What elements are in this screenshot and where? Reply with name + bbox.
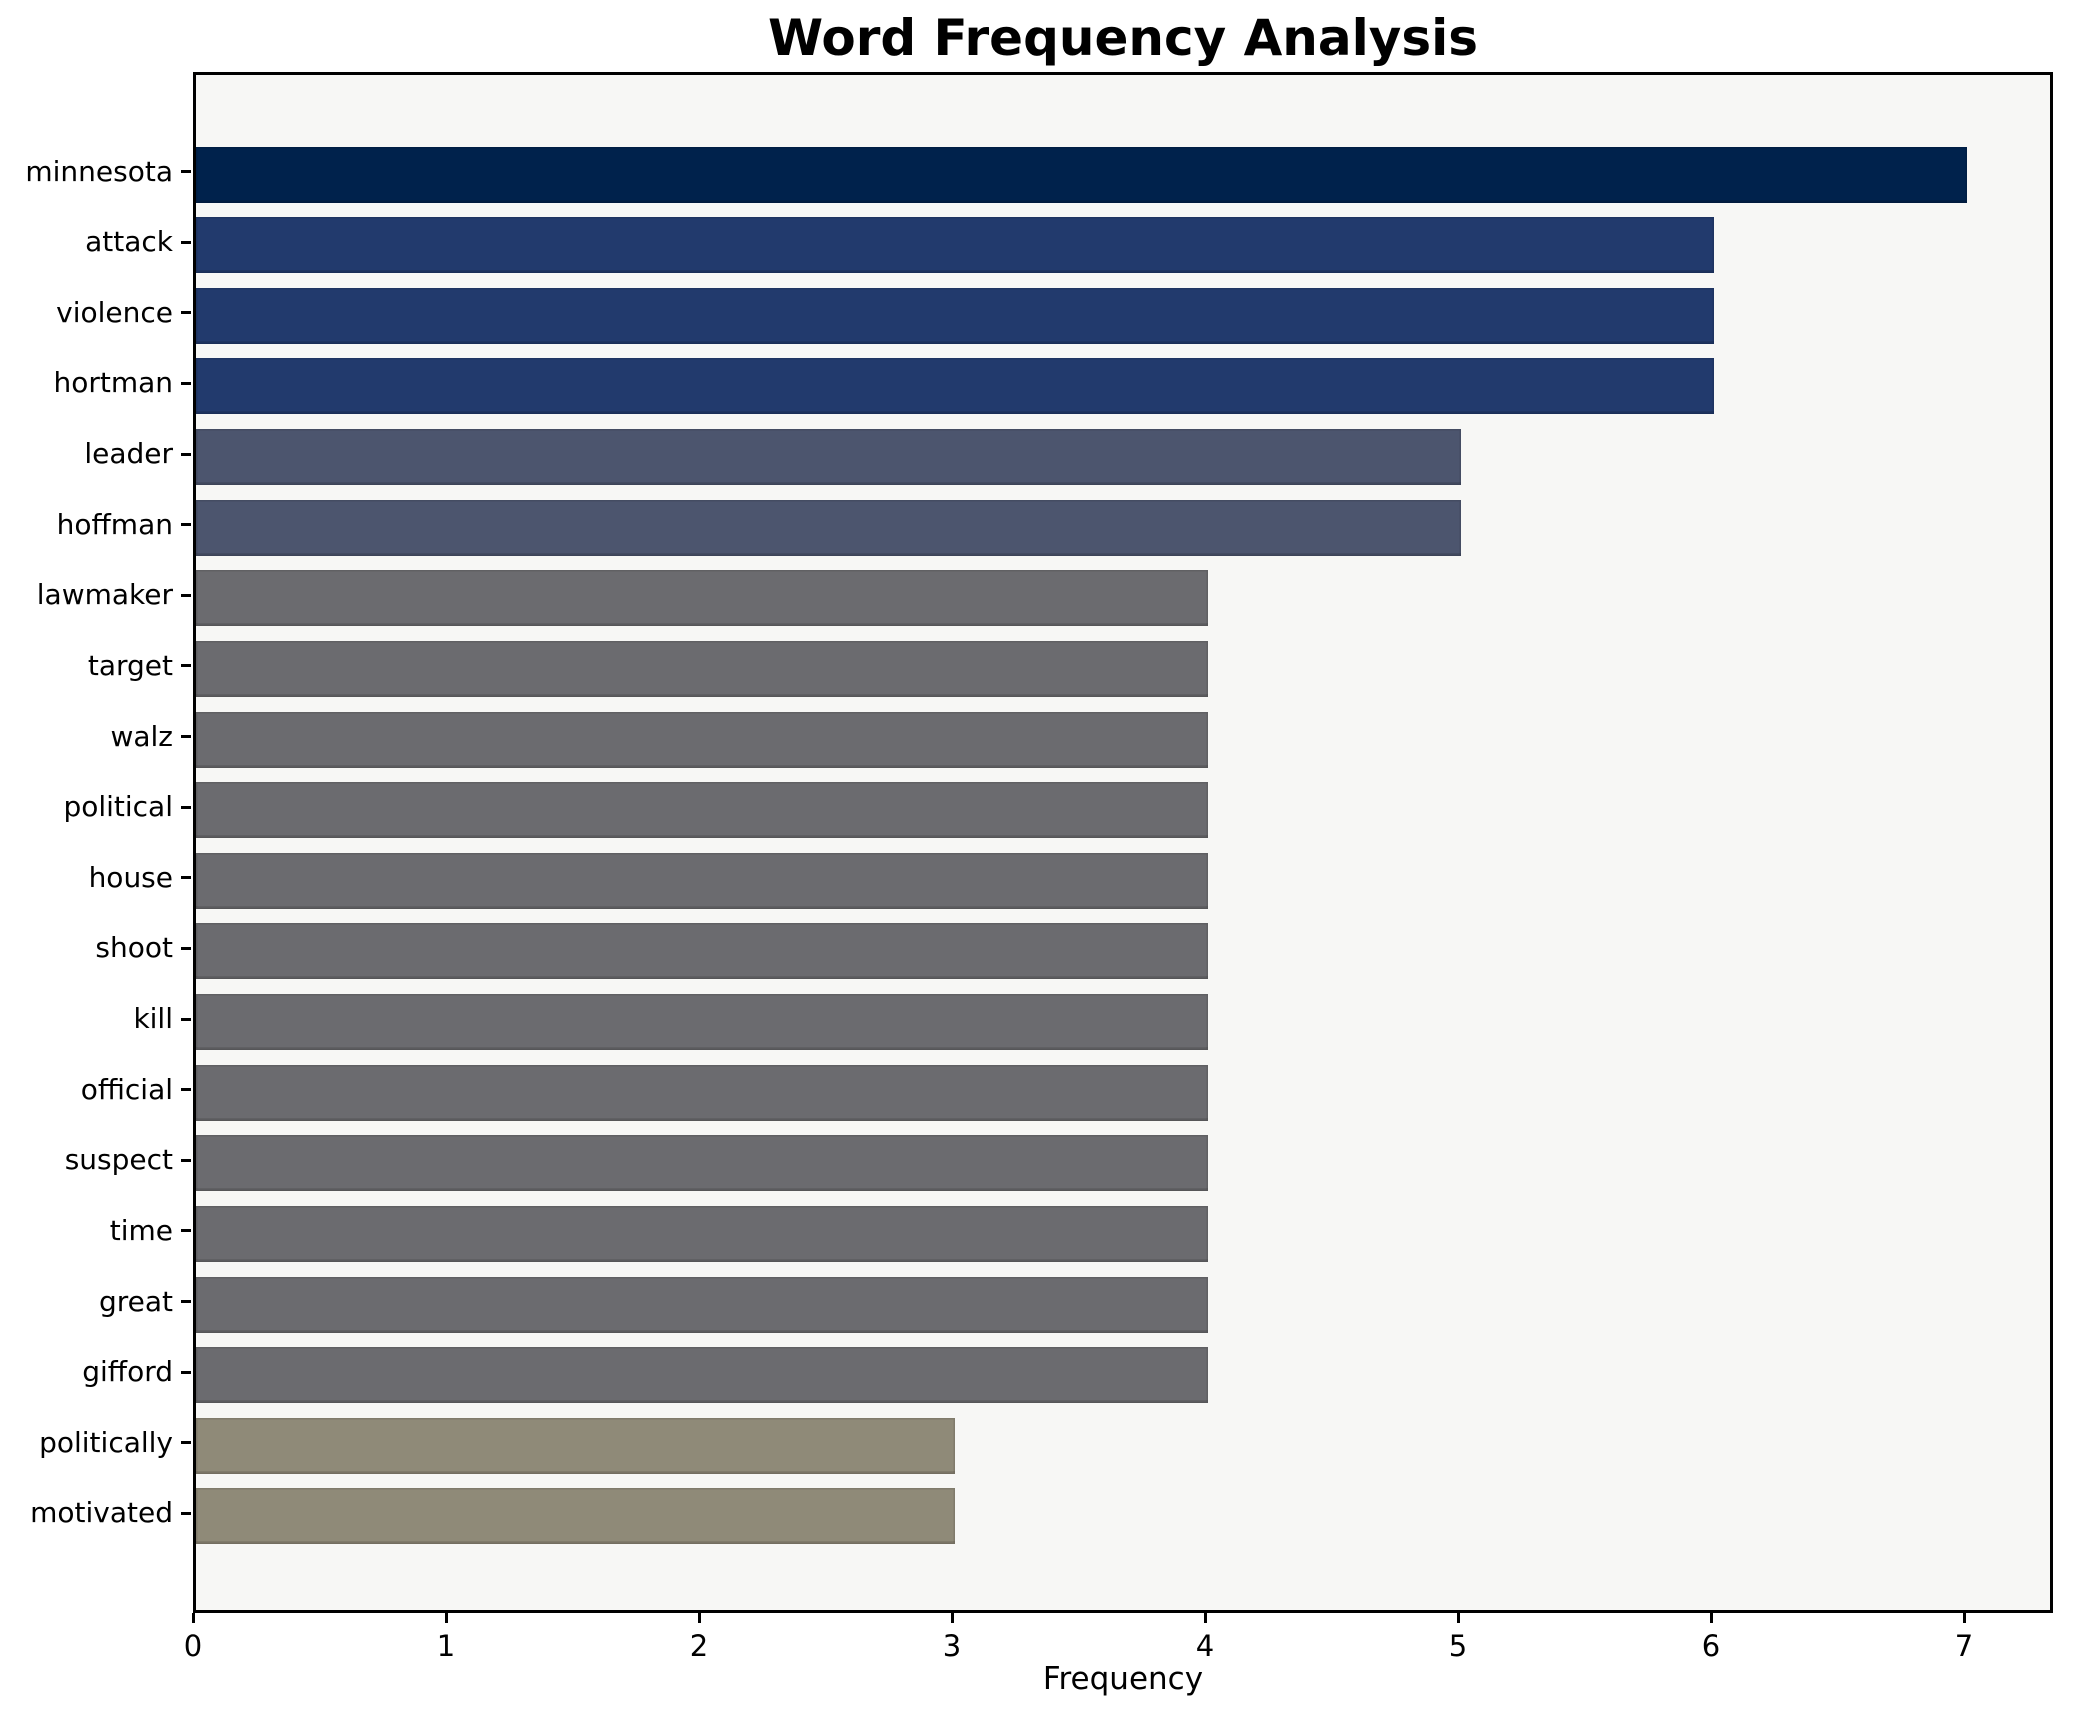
bar-kill [196, 994, 1208, 1050]
y-tick-official [181, 1088, 191, 1091]
chart-title: Word Frequency Analysis [767, 9, 1479, 67]
x-tick-label-5: 5 [1448, 1629, 1468, 1663]
bar-hortman [196, 358, 1714, 414]
y-tick-suspect [181, 1159, 191, 1162]
y-tick-label-violence: violence [56, 296, 173, 329]
y-tick-motivated [181, 1512, 191, 1515]
x-tick-label-4: 4 [1195, 1629, 1215, 1663]
bar-great [196, 1277, 1208, 1333]
bar-time [196, 1206, 1208, 1262]
y-tick-time [181, 1229, 191, 1232]
bar-walz [196, 712, 1208, 768]
bar-official [196, 1065, 1208, 1121]
bar-shoot [196, 923, 1208, 979]
y-tick-minnesota [181, 170, 191, 173]
y-tick-label-hoffman: hoffman [56, 508, 173, 541]
y-tick-label-walz: walz [110, 720, 173, 753]
y-tick-gifford [181, 1371, 191, 1374]
y-tick-label-kill: kill [133, 1002, 173, 1035]
y-tick-leader [181, 453, 191, 456]
y-tick-label-great: great [98, 1285, 173, 1318]
y-tick-label-leader: leader [84, 437, 173, 470]
bar-gifford [196, 1347, 1208, 1403]
y-tick-lawmaker [181, 594, 191, 597]
y-tick-shoot [181, 947, 191, 950]
x-tick-label-6: 6 [1701, 1629, 1721, 1663]
x-tick-0 [192, 1613, 195, 1623]
x-tick-4 [1204, 1613, 1207, 1623]
y-tick-label-official: official [80, 1073, 173, 1106]
y-tick-house [181, 876, 191, 879]
y-tick-label-suspect: suspect [64, 1143, 173, 1176]
x-tick-label-7: 7 [1954, 1629, 1974, 1663]
y-tick-politically [181, 1441, 191, 1444]
bar-hoffman [196, 500, 1461, 556]
y-tick-label-motivated: motivated [30, 1496, 173, 1529]
x-tick-3 [951, 1613, 954, 1623]
x-tick-label-0: 0 [183, 1629, 203, 1663]
y-tick-great [181, 1300, 191, 1303]
x-tick-2 [698, 1613, 701, 1623]
x-tick-7 [1963, 1613, 1966, 1623]
y-tick-label-time: time [109, 1214, 173, 1247]
bar-attack [196, 217, 1714, 273]
y-tick-target [181, 664, 191, 667]
y-tick-political [181, 806, 191, 809]
y-tick-attack [181, 241, 191, 244]
bar-political [196, 782, 1208, 838]
x-tick-1 [445, 1613, 448, 1623]
y-tick-label-minnesota: minnesota [25, 155, 173, 188]
x-axis-label: Frequency [1042, 1661, 1204, 1697]
y-tick-label-politically: politically [39, 1426, 173, 1459]
y-tick-label-target: target [87, 649, 173, 682]
y-tick-violence [181, 311, 191, 314]
x-tick-label-3: 3 [942, 1629, 962, 1663]
bar-politically [196, 1418, 955, 1474]
bar-violence [196, 288, 1714, 344]
bar-minnesota [196, 147, 1967, 203]
y-tick-label-lawmaker: lawmaker [36, 578, 173, 611]
bar-lawmaker [196, 570, 1208, 626]
y-tick-label-attack: attack [85, 225, 173, 258]
y-tick-hortman [181, 382, 191, 385]
y-tick-label-hortman: hortman [53, 366, 173, 399]
x-tick-label-2: 2 [689, 1629, 709, 1663]
y-tick-label-house: house [88, 861, 173, 894]
bar-suspect [196, 1135, 1208, 1191]
bar-house [196, 853, 1208, 909]
plot-area [193, 72, 2053, 1613]
x-tick-6 [1710, 1613, 1713, 1623]
y-tick-walz [181, 735, 191, 738]
bar-leader [196, 429, 1461, 485]
y-tick-label-gifford: gifford [82, 1355, 173, 1388]
y-tick-label-shoot: shoot [95, 931, 173, 964]
y-tick-label-political: political [63, 790, 173, 823]
y-tick-hoffman [181, 523, 191, 526]
y-tick-kill [181, 1018, 191, 1021]
bar-target [196, 641, 1208, 697]
x-tick-label-1: 1 [436, 1629, 456, 1663]
bar-motivated [196, 1488, 955, 1544]
x-tick-5 [1457, 1613, 1460, 1623]
